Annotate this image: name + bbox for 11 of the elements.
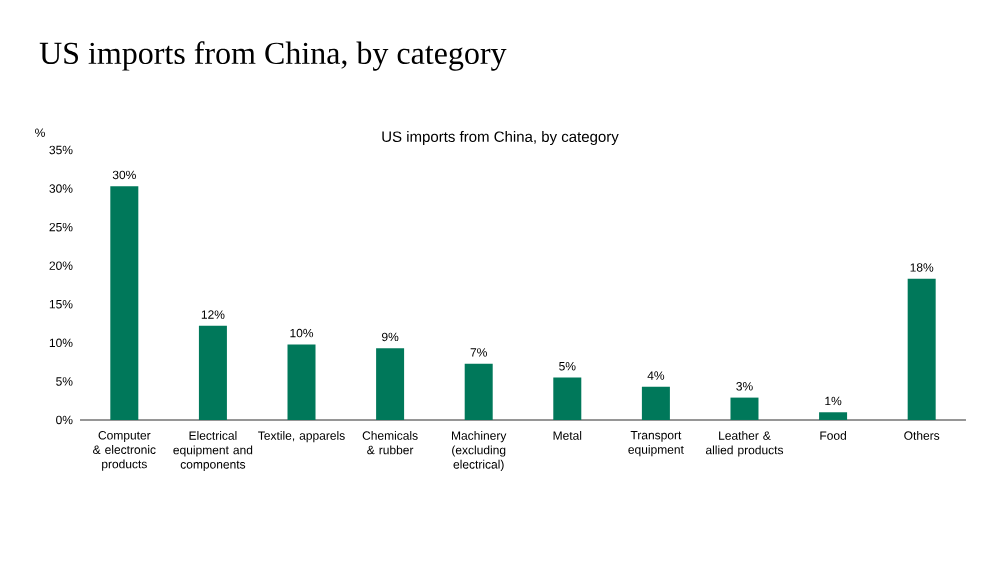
bar bbox=[819, 412, 848, 420]
bar bbox=[287, 344, 316, 420]
bar bbox=[641, 386, 670, 420]
bar bbox=[730, 397, 759, 420]
bar bbox=[376, 348, 405, 420]
bar bbox=[464, 363, 493, 420]
bar bbox=[110, 186, 139, 420]
chart-title: US imports from China, by category bbox=[39, 41, 507, 71]
bar bbox=[198, 325, 227, 420]
bar bbox=[907, 278, 936, 420]
bar bbox=[553, 377, 582, 420]
